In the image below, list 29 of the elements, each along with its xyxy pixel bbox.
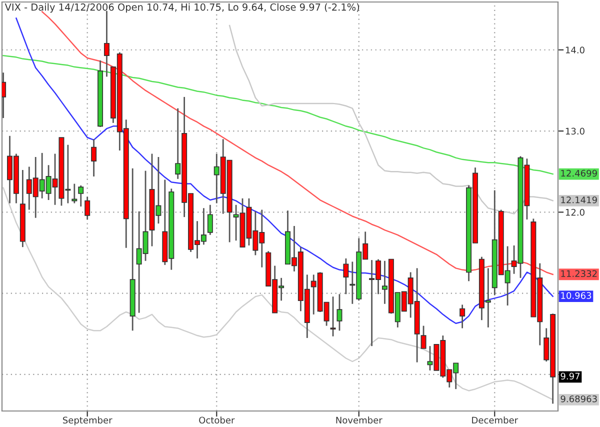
x-tick-label: October [199,416,235,424]
text: 9.97 [560,372,580,380]
x-tick-label: November [336,416,382,424]
line-series [2,54,554,175]
data-label: 12.4699 [561,170,597,177]
candlestick [420,325,426,350]
chart-title: VIX - Daily 14/12/2006 Open 10.74, Hi 10.75, Lo 9.64, Close 9.97 (-2.1%) [4,3,360,13]
candlestick [84,196,90,220]
candlestick [91,138,97,178]
data-label: 11.2332 [561,270,597,278]
y-tick-label: 14.0 [566,46,584,54]
x-tick-label: September [62,416,112,426]
candlestick [460,304,466,329]
y-tick-label: 13.0 [566,128,584,135]
candlestick [207,204,213,236]
candlestick [336,293,342,332]
candlestick [78,184,84,208]
candlestick [104,10,110,78]
data-label: 12.1419 [561,196,597,204]
y-tick-label: 12.0 [566,208,584,216]
line-series [41,11,554,276]
candlestick [343,258,349,295]
data-label: 9.68963 [560,395,597,402]
x-tick-label: December [472,416,518,424]
data-label: 10.963 [561,292,592,299]
line-series [16,18,554,324]
line-series [2,187,554,400]
line-series [228,24,554,214]
candlestick [330,296,336,338]
